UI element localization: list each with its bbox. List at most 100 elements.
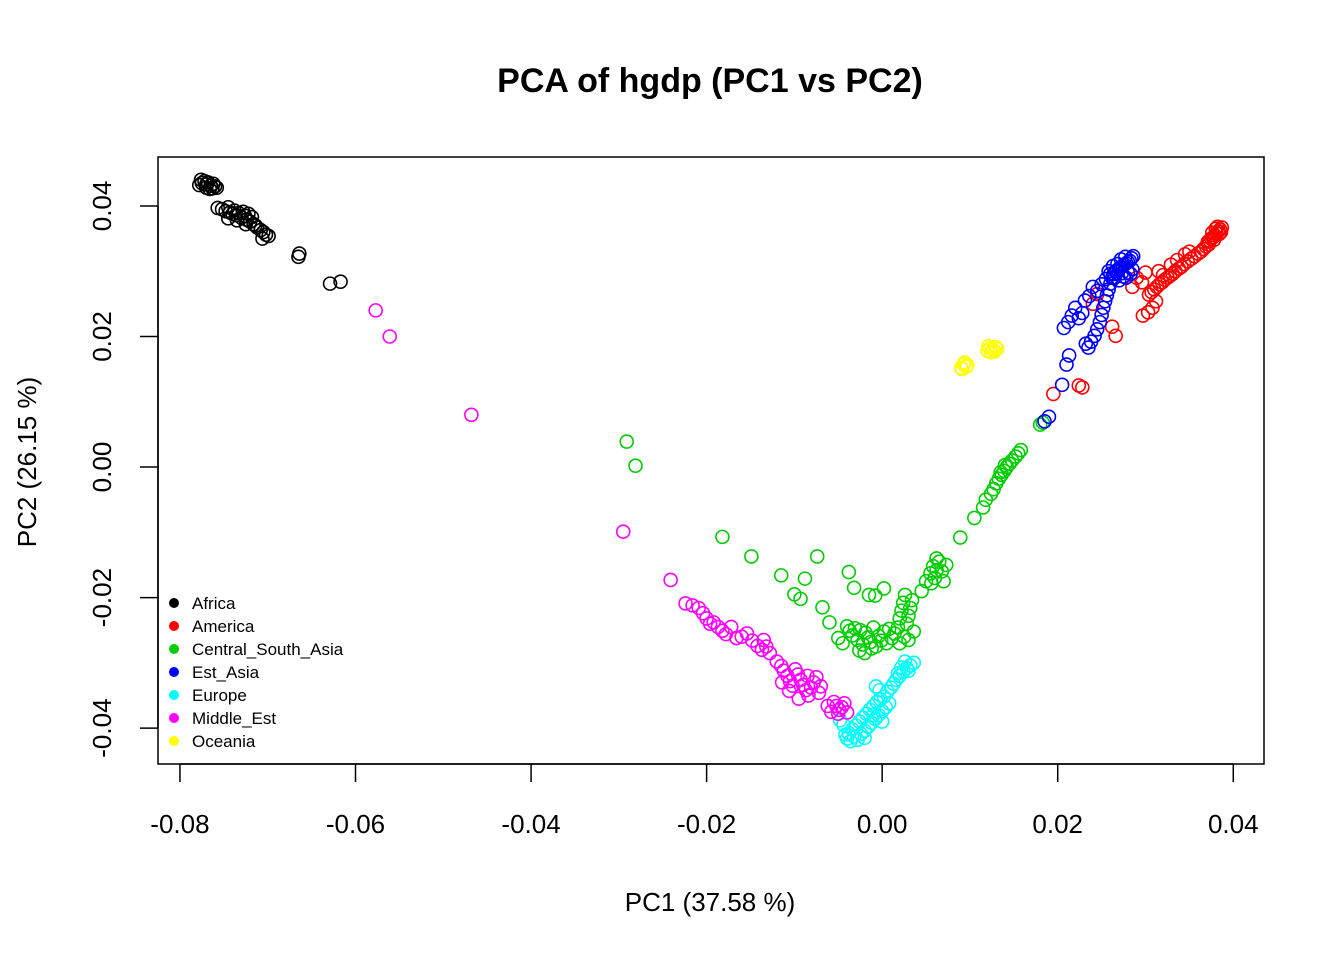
data-point [890, 665, 906, 681]
data-point [1092, 314, 1108, 330]
x-axis-label: PC1 (37.58 %) [625, 887, 796, 917]
data-point [769, 654, 785, 669]
data-point [238, 216, 254, 232]
data-point [1110, 256, 1125, 272]
data-point [1146, 282, 1162, 297]
y-axis: -0.04 -0.02 0.00 0.02 0.04 [87, 181, 159, 758]
data-point [839, 705, 855, 720]
data-point [628, 458, 643, 474]
data-point [382, 329, 398, 344]
legend-label: Oceania [192, 732, 256, 751]
data-point [744, 633, 760, 648]
data-point [846, 580, 862, 596]
data-point [1094, 307, 1109, 323]
data-point [957, 355, 972, 370]
data-point [960, 357, 975, 373]
legend-item: Europe [169, 686, 247, 705]
data-point [931, 554, 947, 569]
y-tick-label: -0.02 [87, 568, 117, 627]
data-point [797, 571, 813, 586]
data-point [1124, 250, 1139, 266]
data-point [904, 592, 920, 608]
series-central-south-asia [619, 415, 1051, 661]
x-tick-label: -0.02 [677, 809, 736, 839]
legend-marker [169, 667, 179, 677]
data-point [791, 691, 807, 707]
data-point [1046, 386, 1061, 402]
data-point [715, 529, 730, 545]
data-point [464, 407, 479, 423]
data-point [1054, 377, 1070, 393]
data-point [1135, 308, 1151, 323]
data-point [1064, 308, 1080, 323]
x-tick-label: 0.02 [1032, 809, 1083, 839]
series-est-asia [1037, 248, 1141, 429]
data-point [706, 615, 721, 630]
data-point [1098, 271, 1114, 287]
data-point [1041, 409, 1057, 425]
data-point [1108, 328, 1123, 344]
data-point [830, 706, 846, 722]
data-point [861, 587, 877, 603]
data-point [906, 655, 922, 671]
data-point [820, 698, 836, 714]
data-point [866, 620, 881, 635]
data-point [876, 581, 892, 596]
data-point [830, 630, 846, 646]
data-point [993, 464, 1008, 480]
data-point [1123, 266, 1138, 282]
data-point [1077, 293, 1093, 308]
series-middle-est [368, 303, 855, 722]
data-point [835, 635, 850, 651]
data-point [1138, 265, 1153, 280]
data-point [985, 342, 1001, 357]
data-point [1059, 357, 1074, 372]
data-point [1061, 348, 1077, 363]
data-point [1149, 279, 1165, 295]
data-point [1082, 288, 1097, 304]
data-point [868, 679, 884, 694]
y-tick-label: 0.02 [87, 311, 117, 362]
series-europe [832, 654, 922, 749]
x-tick-label: 0.00 [857, 809, 908, 839]
data-point [1037, 414, 1052, 429]
data-point [1134, 275, 1150, 290]
y-tick-label: -0.04 [87, 698, 117, 757]
data-point [1089, 322, 1105, 337]
data-point [897, 654, 913, 669]
data-point [864, 641, 879, 656]
data-point [773, 568, 789, 583]
data-point [619, 434, 635, 449]
data-point [1013, 442, 1029, 458]
data-point [1201, 237, 1216, 252]
data-point [368, 303, 383, 318]
data-point [936, 573, 951, 589]
data-point [822, 615, 837, 630]
data-point [991, 471, 1007, 487]
data-point [809, 549, 825, 564]
data-point [1163, 257, 1179, 272]
data-point [801, 688, 816, 703]
data-point [1198, 239, 1214, 254]
data-point [1075, 380, 1090, 395]
data-point [1104, 319, 1120, 334]
data-point [837, 727, 853, 742]
data-point [989, 341, 1005, 357]
legend-marker [169, 598, 179, 608]
data-point [193, 172, 209, 188]
data-point [1144, 284, 1159, 300]
data-point [291, 249, 306, 265]
data-point [1196, 241, 1211, 257]
data-point [997, 457, 1013, 473]
data-point [322, 276, 338, 291]
legend-marker [169, 644, 179, 654]
data-point [981, 338, 996, 354]
data-point [967, 510, 982, 526]
data-point [1032, 417, 1048, 432]
legend-item: Africa [169, 594, 236, 613]
data-point [924, 575, 939, 591]
data-point [800, 668, 815, 684]
legend-item: Middle_Est [169, 709, 276, 728]
data-point [901, 632, 916, 648]
